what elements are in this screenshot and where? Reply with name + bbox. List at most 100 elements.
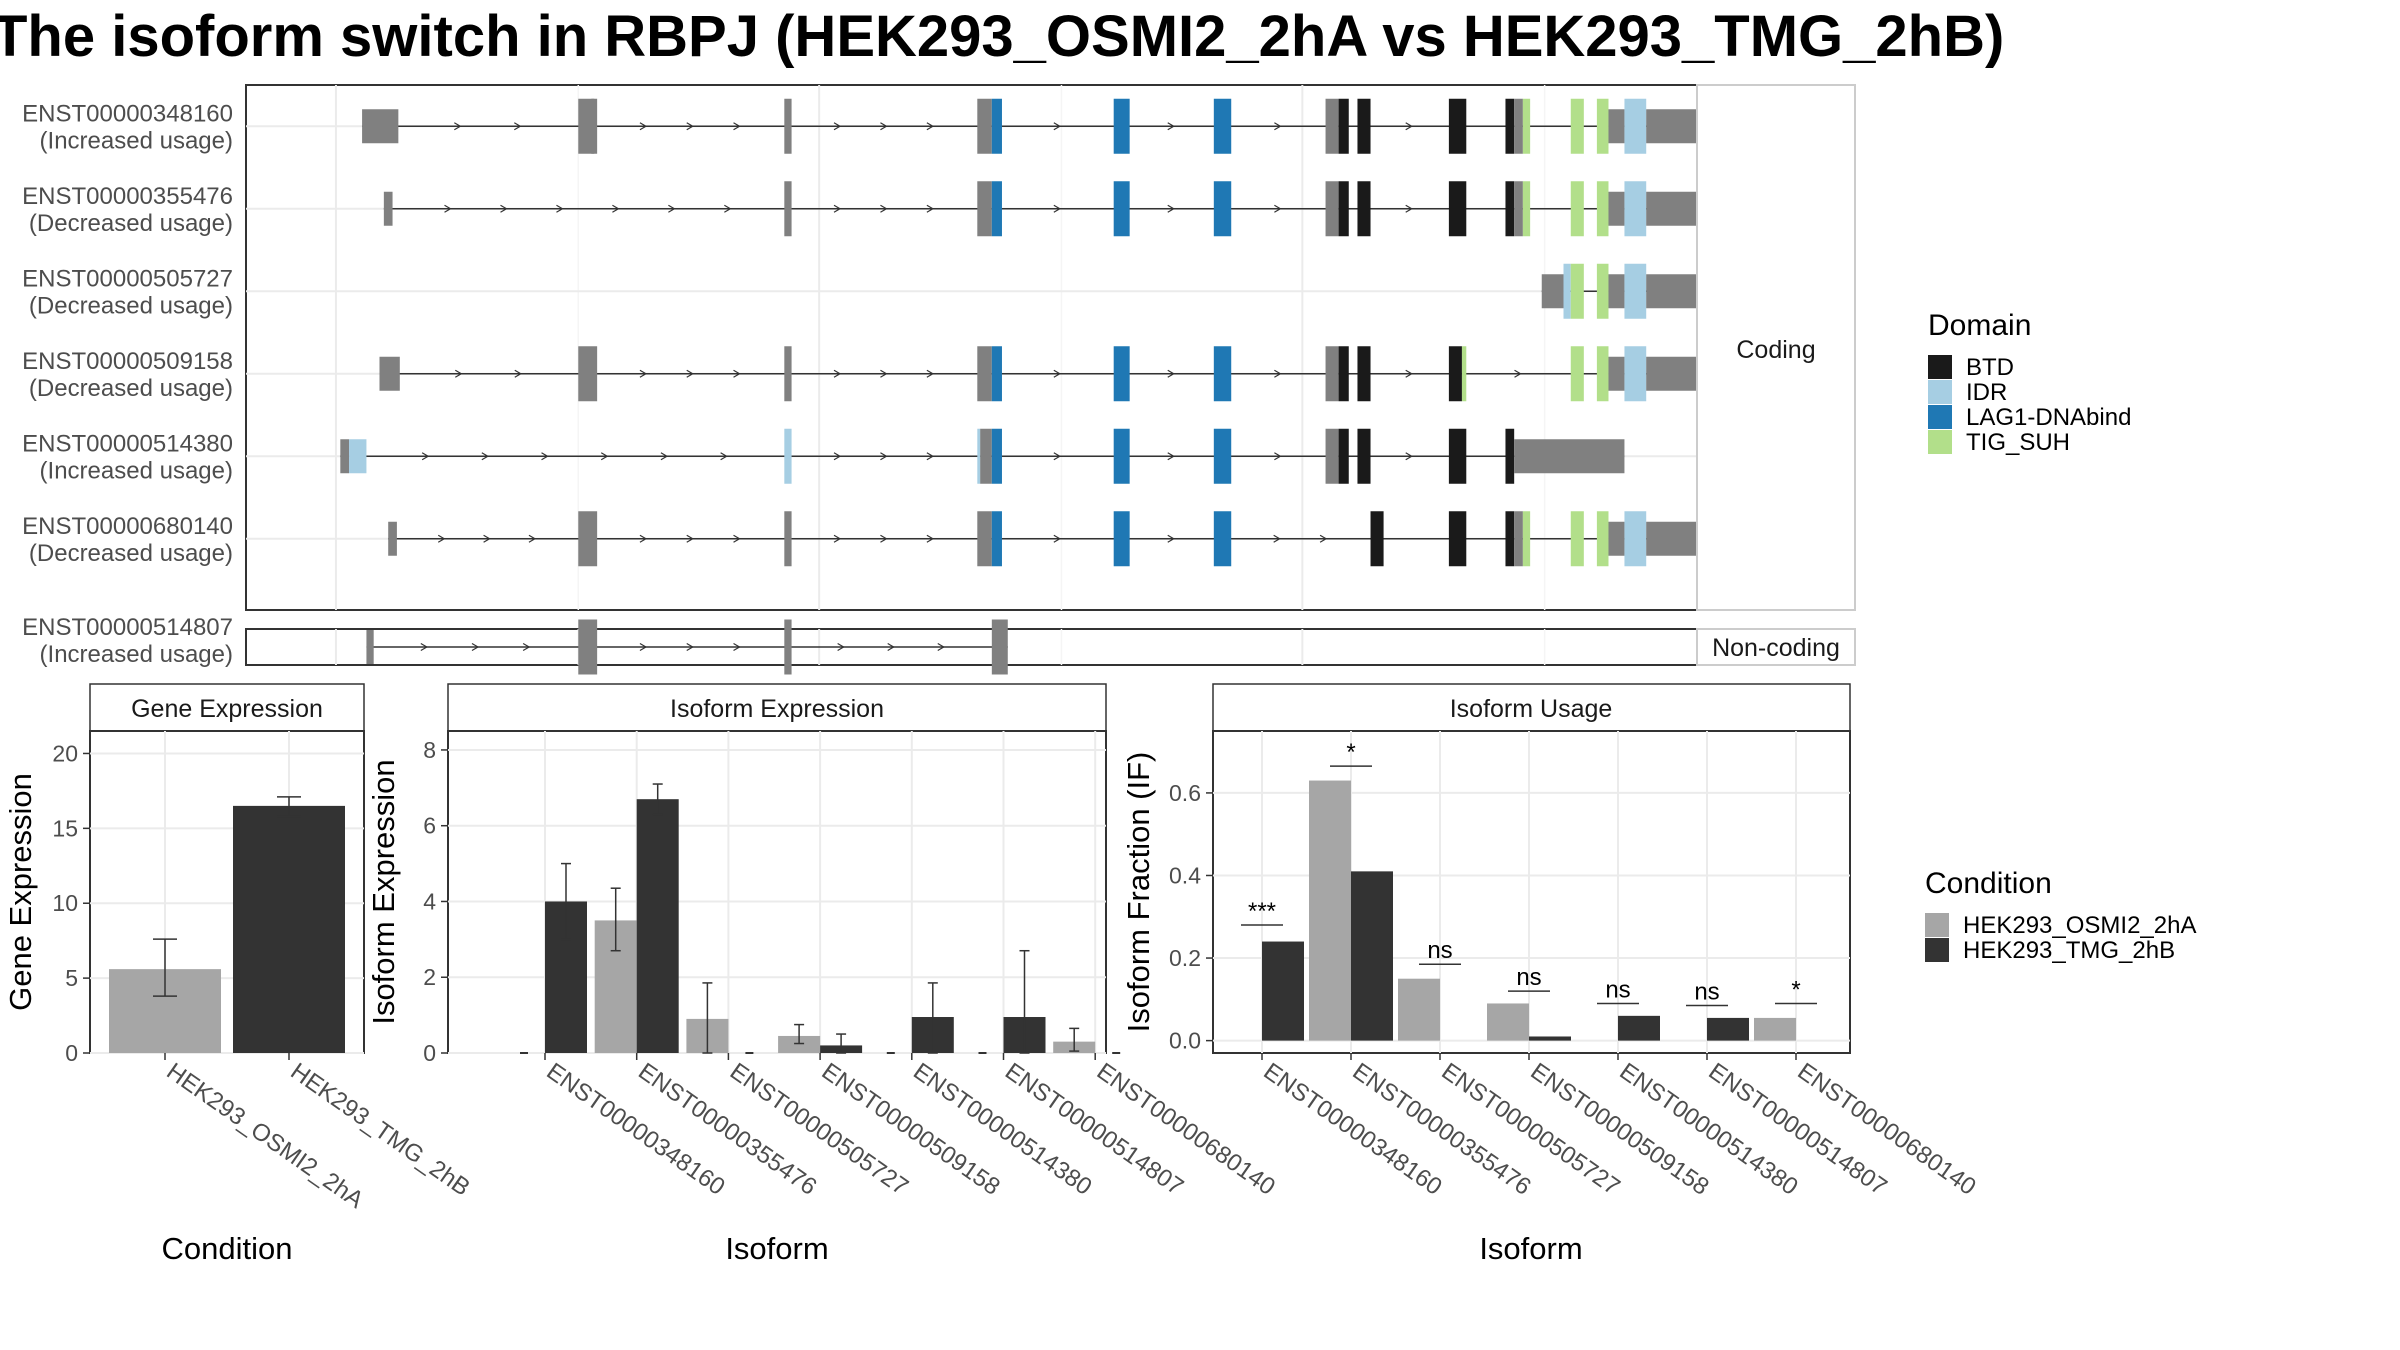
intron-arrow (1167, 369, 1175, 378)
domain-legend-label: IDR (1966, 379, 2007, 406)
exon-btd (1357, 346, 1371, 402)
exon-tig_suh (1570, 98, 1584, 154)
exon-segment (977, 346, 992, 402)
intron-arrow (686, 369, 694, 378)
transcript-ENST00000514380 (340, 428, 1625, 484)
domain-legend-swatch (1928, 355, 1952, 379)
transcript-usage-label: (Increased usage) (40, 641, 233, 668)
exon-segment (980, 428, 992, 484)
noncoding-transcripts (366, 619, 1008, 675)
exon-idr (784, 428, 792, 484)
intron-arrow (454, 369, 463, 378)
exon-lag1-dnabind (991, 428, 1002, 484)
intron-arrow (833, 534, 842, 543)
y-tick-label: 0.4 (1169, 862, 1201, 888)
exon-lag1-dnabind (991, 98, 1002, 154)
exon-lag1-dnabind (1213, 511, 1232, 567)
intron-arrow (1274, 452, 1282, 461)
exon-segment (1608, 274, 1625, 309)
exon-segment (578, 346, 598, 402)
iso-usage-plot-frame (1212, 730, 1851, 1054)
intron-arrow (1405, 369, 1413, 378)
domain-legend-swatch (1928, 380, 1952, 404)
exon-segment (1608, 109, 1625, 144)
exon-segment (1514, 181, 1523, 237)
condition-legend-title: Condition (1925, 867, 2052, 900)
isoform-usage-bar (1529, 1036, 1571, 1041)
exon-idr (1624, 181, 1647, 237)
exon-btd (1448, 98, 1467, 154)
exon-idr (1563, 263, 1571, 319)
exon-lag1-dnabind (1213, 98, 1232, 154)
transcript-labels: ENST00000348160(Increased usage)ENST0000… (22, 100, 233, 668)
isoform-expression-bar (636, 799, 679, 1053)
y-tick-label: 0.0 (1169, 1028, 1201, 1054)
intron-arrow (880, 452, 888, 461)
exon-segment (1608, 191, 1625, 226)
intron-arrow (639, 122, 648, 131)
transcript-id-label: ENST00000505727 (22, 265, 233, 292)
intron-arrow (1167, 452, 1175, 461)
exon-btd (1338, 346, 1349, 402)
exon-segment (1608, 356, 1625, 391)
intron-arrow (686, 122, 694, 131)
transcript-id-label: ENST00000680140 (22, 513, 233, 540)
exon-btd (1448, 428, 1467, 484)
isoform-usage-bar (1309, 780, 1351, 1041)
domain-legend-title: Domain (1928, 309, 2031, 342)
intron-arrow (833, 204, 842, 213)
exon-lag1-dnabind (991, 181, 1002, 237)
significance-label: * (1791, 976, 1800, 1003)
intron-arrow (541, 452, 549, 461)
exon-segment (1325, 428, 1339, 484)
exon-idr (1624, 346, 1647, 402)
intron-arrow (720, 452, 728, 461)
intron-arrow (421, 452, 430, 461)
gene-strip (89, 683, 365, 732)
intron-arrow (724, 204, 732, 213)
exon-segment (784, 619, 792, 675)
y-tick-label: 0 (65, 1040, 78, 1066)
iso-expr-strip (447, 683, 1107, 732)
coding-strip-label: Coding (1736, 336, 1815, 364)
intron-arrow (1405, 452, 1413, 461)
intron-arrow (660, 452, 669, 461)
exon-segment (383, 191, 393, 226)
intron-arrow (471, 642, 480, 652)
exon-tig_suh (1596, 346, 1609, 402)
intron-arrow (1319, 534, 1328, 543)
isoform-expression-bar (778, 1035, 821, 1053)
transcript-id-label: ENST00000514807 (22, 614, 233, 641)
domain-legend-label: LAG1-DNAbind (1966, 404, 2131, 431)
iso-expr-x-axis-title: Isoform (725, 1231, 828, 1266)
coding-panel-frame (245, 84, 1698, 611)
y-tick-label: 0.2 (1169, 945, 1201, 971)
y-tick-label: 8 (423, 737, 436, 763)
intron-arrow (528, 534, 537, 543)
exon-segment (784, 98, 792, 154)
exon-tig_suh (1570, 346, 1584, 402)
exon-segment (1325, 181, 1339, 237)
domain-legend-label: BTD (1966, 354, 2014, 381)
exon-segment (784, 181, 792, 237)
intron-arrow (686, 642, 694, 652)
exon-lag1-dnabind (991, 511, 1002, 567)
exon-lag1-dnabind (1113, 346, 1130, 402)
exon-segment (578, 98, 595, 154)
exon-btd (1338, 181, 1349, 237)
intron-arrow (1053, 452, 1062, 461)
exon-btd (1448, 346, 1462, 402)
intron-arrow (514, 369, 522, 378)
intron-arrow (500, 204, 508, 213)
isoform-usage-bar (1351, 871, 1393, 1041)
exon-segment (578, 619, 598, 675)
exon-btd (1338, 98, 1349, 154)
exon-segment (991, 619, 1008, 675)
transcript-usage-label: (Decreased usage) (29, 210, 233, 237)
intron-arrow (887, 642, 895, 652)
intron-arrow (833, 452, 842, 461)
iso-usage-strip (1212, 683, 1851, 732)
intron-arrow (1167, 534, 1175, 543)
